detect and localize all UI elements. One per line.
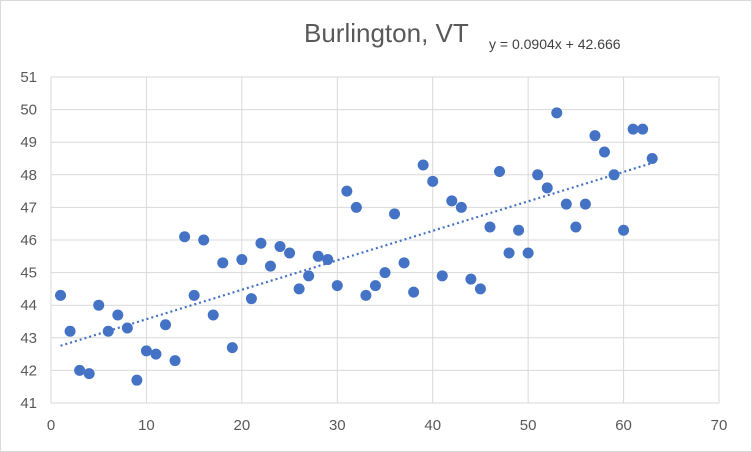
data-point (494, 166, 506, 178)
x-tick-label: 0 (47, 417, 55, 434)
data-point (637, 123, 649, 135)
data-point (369, 280, 381, 292)
data-point (274, 241, 286, 253)
data-point (140, 345, 152, 357)
data-point (446, 195, 458, 207)
data-point (646, 153, 658, 164)
data-point (474, 283, 486, 295)
trendline-layer (60, 161, 653, 347)
data-point (484, 221, 496, 233)
data-point (417, 159, 429, 171)
y-tick-label: 44 (20, 297, 37, 314)
data-point (598, 146, 610, 158)
data-point (264, 260, 276, 272)
data-point (284, 247, 296, 259)
x-tick-label: 70 (711, 417, 728, 434)
data-point (102, 325, 114, 337)
data-point (570, 221, 582, 233)
data-point (455, 201, 467, 213)
data-point (436, 270, 448, 282)
y-tick-label: 46 (20, 232, 37, 249)
data-point (198, 234, 210, 246)
data-point (236, 254, 248, 266)
data-point (589, 130, 601, 142)
data-point (188, 289, 200, 301)
data-point (179, 231, 191, 243)
trendline-equation: y = 0.0904x + 42.666 (489, 36, 621, 52)
data-points (55, 107, 658, 386)
data-point (541, 182, 553, 194)
data-point (608, 169, 620, 181)
data-point (522, 247, 534, 259)
data-point (131, 374, 143, 386)
data-point (322, 254, 334, 266)
data-point (112, 309, 124, 321)
x-tick-label: 30 (329, 417, 346, 434)
data-point (217, 257, 229, 269)
data-point (513, 224, 525, 236)
data-point (379, 267, 391, 279)
data-point (389, 208, 401, 220)
data-point (560, 198, 572, 210)
data-point (150, 348, 162, 360)
data-point (532, 169, 544, 181)
data-point (350, 201, 362, 213)
x-tick-label: 20 (234, 417, 251, 434)
data-point (207, 309, 219, 321)
data-point (312, 250, 324, 262)
data-point (64, 325, 76, 337)
data-point (55, 289, 67, 301)
data-point (360, 289, 372, 301)
chart-title: Burlington, VT (304, 18, 469, 48)
y-tick-label: 49 (20, 134, 37, 151)
data-point (169, 355, 181, 367)
data-point (93, 299, 105, 311)
data-point (618, 224, 630, 236)
data-point (465, 273, 477, 285)
trendline (60, 161, 653, 347)
y-tick-label: 43 (20, 330, 37, 347)
data-point (160, 319, 172, 331)
data-point (427, 175, 439, 187)
x-tick-label: 40 (424, 417, 441, 434)
data-point (303, 270, 315, 282)
x-tick-label: 60 (615, 417, 632, 434)
data-point (341, 185, 353, 197)
data-point (551, 107, 563, 119)
y-tick-label: 47 (20, 199, 37, 216)
data-point (579, 198, 591, 210)
tick-labels: 41 42 43 44 45 46 47 48 49 50 51 0 10 20 30 40 50 60 70 (20, 69, 727, 434)
y-tick-label: 51 (20, 69, 37, 86)
x-tick-label: 50 (520, 417, 537, 434)
x-tick-label: 10 (138, 417, 155, 434)
data-point (226, 342, 238, 354)
data-point (255, 237, 267, 249)
y-tick-label: 41 (20, 395, 37, 412)
y-tick-label: 48 (20, 167, 37, 184)
y-tick-label: 42 (20, 362, 37, 379)
data-point (74, 364, 86, 376)
data-point (627, 123, 639, 135)
data-point (503, 247, 515, 259)
data-point (121, 322, 133, 334)
data-point (331, 280, 343, 292)
y-tick-label: 45 (20, 265, 37, 282)
data-point (398, 257, 410, 269)
data-point (245, 293, 257, 305)
y-tick-label: 50 (20, 102, 37, 119)
data-point (83, 368, 95, 380)
data-point (408, 286, 420, 298)
data-point (293, 283, 305, 295)
